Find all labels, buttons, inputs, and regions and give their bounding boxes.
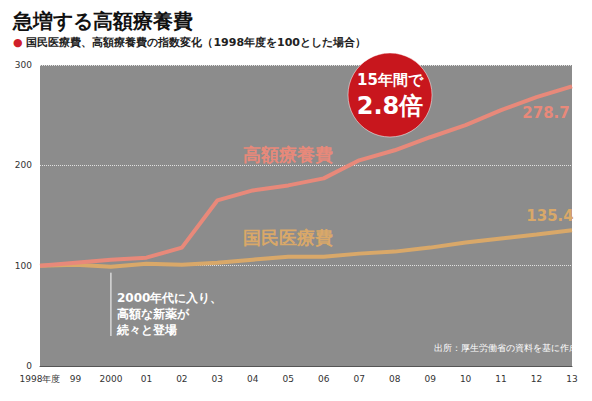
svg-text:09: 09 — [424, 374, 436, 384]
svg-text:04: 04 — [247, 374, 259, 384]
svg-text:100: 100 — [15, 261, 32, 271]
svg-text:1998年度: 1998年度 — [20, 374, 61, 384]
svg-text:国民医療費、高額療養費の指数変化（1998年度を100とした: 国民医療費、高額療養費の指数変化（1998年度を100とした場合） — [23, 36, 366, 49]
svg-text:01: 01 — [141, 374, 152, 384]
svg-text:08: 08 — [389, 374, 401, 384]
svg-text:05: 05 — [283, 374, 294, 384]
svg-text:高額な新薬が: 高額な新薬が — [117, 307, 190, 321]
svg-text:高額療養費: 高額療養費 — [243, 144, 333, 165]
svg-text:10: 10 — [460, 374, 472, 384]
svg-text:12: 12 — [531, 374, 542, 384]
svg-text:2.8倍: 2.8倍 — [357, 92, 424, 120]
svg-text:2000年代に入り、: 2000年代に入り、 — [117, 291, 222, 305]
svg-text:2000: 2000 — [99, 374, 122, 384]
svg-text:200: 200 — [15, 160, 32, 170]
svg-text:02: 02 — [176, 374, 187, 384]
svg-text:06: 06 — [318, 374, 330, 384]
svg-text:●: ● — [13, 36, 23, 49]
svg-text:300: 300 — [15, 60, 32, 70]
svg-text:99: 99 — [70, 374, 82, 384]
svg-text:0: 0 — [26, 361, 32, 371]
svg-text:278.7: 278.7 — [522, 104, 569, 122]
svg-text:15年間で: 15年間で — [357, 71, 424, 89]
svg-text:135.4: 135.4 — [526, 207, 573, 225]
svg-text:13: 13 — [566, 374, 577, 384]
svg-text:急増する高額療養費: 急増する高額療養費 — [12, 9, 193, 33]
svg-text:11: 11 — [495, 374, 506, 384]
svg-text:07: 07 — [353, 374, 364, 384]
svg-text:出所：厚生労働省の資料を基に作成: 出所：厚生労働省の資料を基に作成 — [434, 343, 578, 353]
svg-text:続々と登場: 続々と登場 — [116, 323, 177, 337]
svg-text:国民医療費: 国民医療費 — [243, 227, 333, 248]
svg-text:03: 03 — [212, 374, 223, 384]
